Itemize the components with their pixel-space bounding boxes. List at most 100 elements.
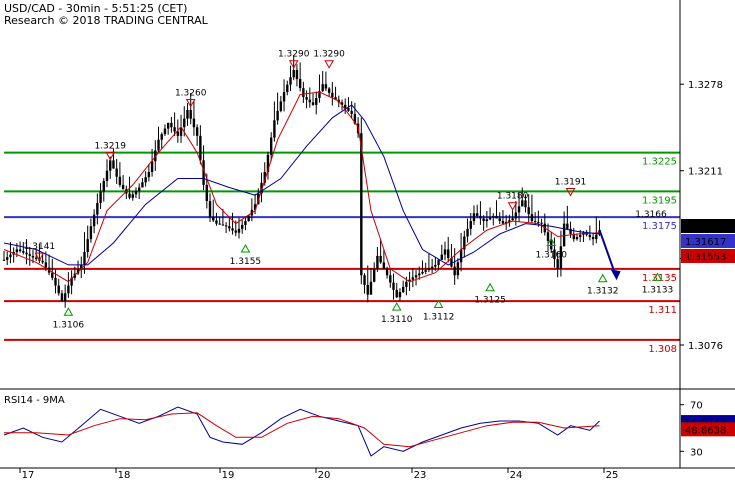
candle-body <box>186 110 189 119</box>
candle-body <box>524 200 527 208</box>
candle-body <box>96 202 99 215</box>
rsi-tag-label: 48.8638 <box>685 425 726 436</box>
candle-body <box>70 277 73 286</box>
peak-label: 1.3290 <box>313 50 345 60</box>
candle-body <box>421 271 424 274</box>
y-tick-label: 1.3278 <box>688 80 723 91</box>
x-tick-label: 18 <box>118 470 131 480</box>
support-marker <box>485 282 495 292</box>
candle-body <box>163 128 167 135</box>
candle-body <box>572 233 575 240</box>
candle-body <box>376 255 379 269</box>
candle-body <box>147 172 151 178</box>
resistance-marker <box>185 98 196 108</box>
candle-body <box>453 266 456 276</box>
candle-body <box>105 170 109 182</box>
rsi-tag-bg <box>681 422 735 437</box>
candle-body <box>469 221 472 229</box>
price-tag-label: 1.31621 <box>685 222 726 233</box>
candle-body <box>279 101 283 111</box>
candle-body <box>237 228 241 233</box>
candle-body <box>112 160 115 169</box>
candle-body <box>31 255 35 258</box>
candle-body <box>472 213 476 222</box>
moving-average-line <box>3 104 600 266</box>
candle-body <box>224 225 228 227</box>
peak-label: 1.3141 <box>24 242 56 252</box>
candle-body <box>427 268 431 271</box>
candle-body <box>54 277 57 286</box>
candle-body <box>241 224 244 229</box>
candle-body <box>511 218 514 221</box>
candle-body <box>424 270 427 272</box>
support-marker <box>391 302 402 311</box>
candle-body <box>347 107 350 111</box>
trough-label: 1.3160 <box>535 251 567 261</box>
rsi-title: RSI14 - 9MA <box>4 395 65 406</box>
candle-body <box>34 257 38 260</box>
candle-body <box>269 137 273 155</box>
candle-body <box>189 110 192 119</box>
candle-body <box>141 182 144 188</box>
peak-label: 1.3191 <box>555 178 587 188</box>
candle-body <box>51 272 54 278</box>
candle-body <box>498 218 501 222</box>
trough-label: 1.3112 <box>423 313 455 323</box>
price-tag-bg <box>681 234 735 248</box>
peak-label: 1.3219 <box>94 141 126 151</box>
candle-body <box>128 193 131 198</box>
y-tick-label: 1.3211 <box>688 167 723 178</box>
candle-body <box>476 213 479 216</box>
candle-body <box>318 91 321 98</box>
candle-body <box>160 134 163 140</box>
candle-body <box>401 286 405 293</box>
level-label: 1.311 <box>648 305 677 316</box>
candle-body <box>202 160 205 185</box>
candle-body <box>308 99 312 103</box>
candle-body <box>315 97 318 105</box>
candle-body <box>138 187 141 191</box>
candle-body <box>263 172 266 183</box>
candle-body <box>340 102 344 105</box>
candle-body <box>131 194 134 198</box>
candle-body <box>372 268 376 282</box>
candle-body <box>485 219 489 222</box>
candle-body <box>495 215 498 219</box>
candle-body <box>405 281 408 287</box>
candle-body <box>327 88 331 93</box>
candle-body <box>215 220 218 224</box>
candle-body <box>334 97 337 100</box>
level-label: 1.3175 <box>642 221 677 232</box>
candle-body <box>501 221 505 224</box>
candle-body <box>440 254 443 260</box>
candle-body <box>41 260 44 263</box>
candle-body <box>521 200 524 207</box>
chart-copyright: Research © 2018 TRADING CENTRAL <box>4 14 209 27</box>
candle-body <box>86 239 89 253</box>
candle-body <box>212 217 215 221</box>
candle-body <box>244 221 247 225</box>
candle-body <box>430 266 434 269</box>
candle-body <box>179 127 183 136</box>
candle-body <box>121 184 125 190</box>
candle-body <box>192 118 196 128</box>
candle-body <box>302 88 305 98</box>
candle-body <box>99 191 102 203</box>
candle-body <box>6 257 9 260</box>
candle-body <box>575 236 579 240</box>
support-marker <box>597 273 608 283</box>
candle-body <box>305 97 308 100</box>
candle-body <box>9 254 12 258</box>
support-marker <box>240 243 251 253</box>
candle-body <box>150 161 154 172</box>
candle-body <box>257 193 260 205</box>
candle-body <box>540 222 543 224</box>
projection-arrowhead <box>610 269 621 281</box>
x-tick-label: 24 <box>510 470 523 480</box>
candle-body <box>504 221 508 224</box>
candle-body <box>221 224 225 226</box>
rsi-line <box>4 412 600 448</box>
candle-body <box>295 70 299 80</box>
candle-body <box>447 249 450 259</box>
